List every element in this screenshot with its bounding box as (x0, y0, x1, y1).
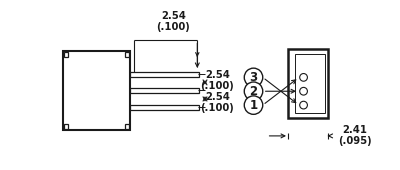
Circle shape (244, 82, 263, 100)
Circle shape (300, 74, 308, 81)
Text: 2.54
(.100): 2.54 (.100) (200, 92, 234, 113)
Text: 2: 2 (250, 85, 258, 98)
Bar (124, 52, 129, 57)
Circle shape (244, 96, 263, 114)
Text: 3: 3 (250, 71, 258, 84)
Bar (124, 124, 129, 129)
Text: 1: 1 (250, 99, 258, 112)
Text: 2.54
(.100): 2.54 (.100) (200, 70, 234, 91)
Bar (130, 88, 199, 93)
Bar (295, 54, 325, 113)
Bar (64, 124, 68, 129)
Bar (62, 51, 130, 130)
Bar (288, 49, 328, 118)
Bar (130, 72, 199, 77)
Circle shape (244, 68, 263, 87)
Bar (64, 52, 68, 57)
Text: 2.54
(.100): 2.54 (.100) (156, 11, 190, 32)
Circle shape (300, 101, 308, 109)
Text: 2.41
(.095): 2.41 (.095) (338, 125, 372, 146)
Circle shape (300, 87, 308, 95)
Bar (130, 105, 199, 110)
